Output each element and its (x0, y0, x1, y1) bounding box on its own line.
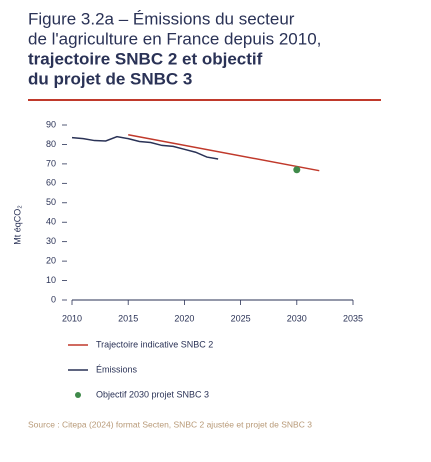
series-line (71, 135, 219, 160)
source: Source : Citepa (2024) format Secten, SN… (28, 419, 312, 429)
y-tick-label: 40 (46, 217, 56, 227)
chart-title: Figure 3.2a – Émissions du secteur (28, 9, 295, 28)
chart-title-bold: du projet de SNBC 3 (28, 69, 192, 88)
y-tick-label: 30 (46, 236, 56, 246)
y-tick-label: 60 (46, 178, 56, 188)
y-tick-label: 70 (46, 158, 56, 168)
series-line (128, 133, 320, 172)
y-tick-label: 0 (51, 294, 56, 304)
x-tick-label: 2035 (343, 313, 363, 323)
chart-title-bold: trajectoire SNBC 2 et objectif (28, 49, 263, 68)
y-tick-label: 10 (46, 275, 56, 285)
x-tick-label: 2010 (62, 313, 82, 323)
chart-title: de l'agriculture en France depuis 2010, (28, 29, 321, 48)
y-tick-label: 50 (46, 197, 56, 207)
legend-label: Émissions (96, 364, 138, 374)
y-tick-label: 20 (46, 255, 56, 265)
legend-label: Objectif 2030 projet SNBC 3 (96, 389, 209, 399)
x-tick-label: 2015 (118, 313, 138, 323)
x-tick-label: 2020 (174, 313, 194, 323)
x-tick-label: 2025 (231, 313, 251, 323)
series-point (293, 166, 301, 174)
y-axis-label: Mt éqCO₂ (12, 205, 22, 245)
x-tick-label: 2030 (287, 313, 307, 323)
legend-swatch (75, 392, 81, 398)
y-tick-label: 80 (46, 139, 56, 149)
legend-label: Trajectoire indicative SNBC 2 (96, 339, 213, 349)
y-tick-label: 90 (46, 119, 56, 129)
